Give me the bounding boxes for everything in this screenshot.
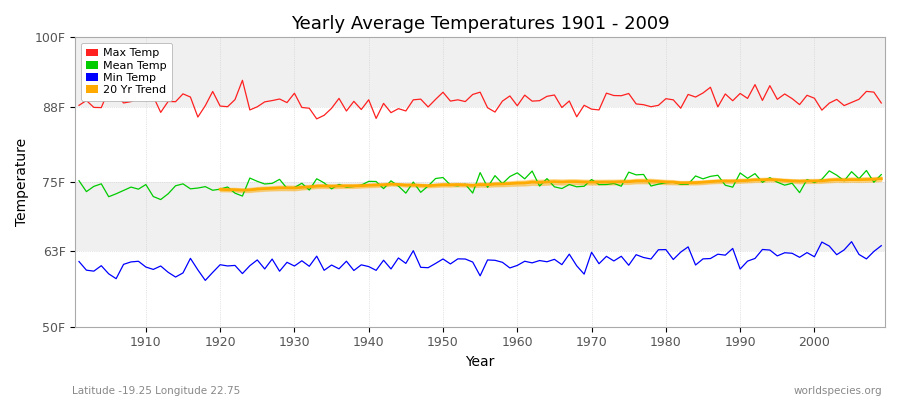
Bar (76, 37, 885, 107)
X-axis label: Year: Year (465, 355, 495, 369)
Bar (76, 107, 885, 182)
Bar (76, 182, 885, 252)
Bar (76, 252, 885, 327)
Text: Latitude -19.25 Longitude 22.75: Latitude -19.25 Longitude 22.75 (72, 386, 240, 396)
Legend: Max Temp, Mean Temp, Min Temp, 20 Yr Trend: Max Temp, Mean Temp, Min Temp, 20 Yr Tre… (81, 43, 172, 101)
Y-axis label: Temperature: Temperature (15, 138, 29, 226)
Text: worldspecies.org: worldspecies.org (794, 386, 882, 396)
Title: Yearly Average Temperatures 1901 - 2009: Yearly Average Temperatures 1901 - 2009 (291, 15, 670, 33)
